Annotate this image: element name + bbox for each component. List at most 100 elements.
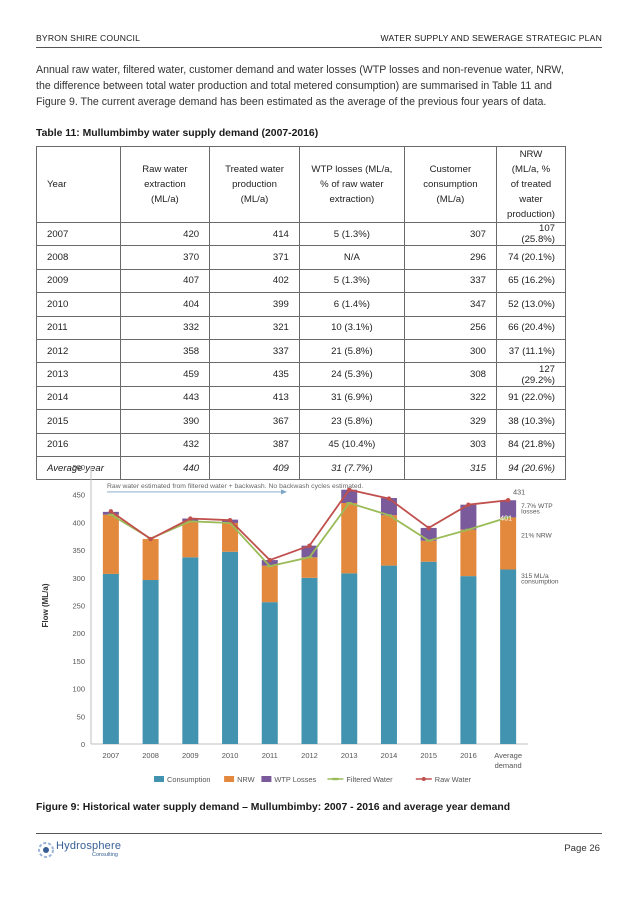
point-raw-water	[148, 536, 153, 542]
point-raw-water	[347, 487, 352, 492]
y-tick-label: 150	[72, 657, 85, 666]
cell: 413	[209, 385, 300, 411]
y-tick-label: 300	[72, 574, 85, 583]
cell: 2008	[36, 245, 121, 270]
y-tick-label: 250	[72, 602, 85, 611]
cell: 371	[209, 245, 300, 270]
col-year: Year	[36, 146, 121, 223]
bar-wtp-losses	[460, 504, 477, 530]
cell: 91 (22.0%)	[496, 385, 566, 411]
table-row: 2012 358 337 21 (5.8%) 300 37 (11.1%)	[36, 338, 566, 364]
logo-wordmark: Hydrosphere	[56, 840, 122, 852]
cell: 402	[209, 268, 300, 294]
hydrosphere-logo-icon	[38, 842, 54, 858]
table-row: 2014 443 413 31 (6.9%) 322 91 (22.0%)	[36, 385, 566, 411]
col-wtp-losses: WTP losses (ML/a, % of raw water extract…	[298, 146, 405, 223]
demand-table: Year Raw water extraction (ML/a) Treated…	[36, 146, 566, 481]
cell: N/A	[298, 245, 405, 270]
cell: 337	[209, 338, 300, 364]
bar-consumption	[301, 577, 318, 744]
figure-caption: Figure 9: Historical water supply demand…	[36, 802, 511, 813]
bar-nrw	[380, 515, 397, 566]
cell: 5 (1.3%)	[298, 221, 405, 247]
cell: 2007	[36, 221, 121, 247]
cell: 337	[403, 268, 498, 294]
cell: 2015	[36, 409, 121, 434]
cell: 2009	[36, 268, 121, 294]
cell: 358	[119, 338, 211, 364]
point-raw-water	[307, 543, 312, 548]
cell: 21 (5.8%)	[298, 338, 405, 364]
point-raw-water	[227, 517, 233, 523]
cell: 45 (10.4%)	[298, 432, 405, 457]
cell: 127 (29.2%)	[496, 362, 566, 387]
cell: 2011	[36, 315, 121, 340]
cell: 107 (25.8%)	[496, 221, 566, 247]
y-axis-title: Flow (ML/a)	[41, 583, 50, 627]
cell: 31 (6.9%)	[298, 385, 405, 411]
bar-consumption	[460, 576, 477, 744]
cell: 24 (5.3%)	[298, 362, 405, 387]
annotation-raw-total: 431	[513, 488, 525, 497]
x-tick-label: Average	[494, 751, 522, 760]
bar-consumption	[380, 565, 397, 744]
bar-nrw	[301, 557, 318, 578]
point-raw-water	[466, 502, 471, 507]
cell: 414	[209, 221, 300, 247]
table-row: 2007 420 414 5 (1.3%) 307 107 (25.8%)	[36, 221, 566, 247]
annotation-consumption: consumption	[521, 578, 559, 585]
col-customer-consumption: Customer consumption (ML/a)	[403, 146, 498, 223]
page-number: Page 26	[564, 843, 600, 854]
point-raw-water	[505, 498, 511, 503]
annotation-nrw: 21% NRW	[521, 532, 552, 539]
table-row: 2013 459 435 24 (5.3%) 308 127 (29.2%)	[36, 362, 566, 387]
table-row: 2010 404 399 6 (1.4%) 347 52 (13.0%)	[36, 292, 566, 317]
cell: 2012	[36, 338, 121, 364]
cell: 2013	[36, 362, 121, 387]
cell: 300	[403, 338, 498, 364]
bar-wtp-losses	[261, 560, 278, 566]
table-row: 2009 407 402 5 (1.3%) 337 65 (16.2%)	[36, 268, 566, 294]
annotation-consumption: 315 ML/a	[521, 573, 549, 580]
cell: 322	[403, 385, 498, 411]
cell: 307	[403, 221, 498, 247]
bar-nrw	[222, 522, 239, 552]
x-tick-label: 2012	[301, 751, 318, 760]
annotation-wtp: losses	[521, 509, 540, 516]
cell: 38 (10.3%)	[496, 409, 566, 434]
table-header-row: Year Raw water extraction (ML/a) Treated…	[36, 146, 566, 223]
bar-wtp-losses	[341, 489, 358, 504]
y-tick-label: 400	[72, 518, 85, 527]
cell: 84 (21.8%)	[496, 432, 566, 457]
table-caption: Table 11: Mullumbimby water supply deman…	[36, 128, 319, 139]
point-raw-water	[188, 516, 193, 521]
legend-swatch-wtp-losses	[261, 776, 272, 782]
cell: 404	[119, 292, 211, 317]
table-row: 2016 432 387 45 (10.4%) 303 84 (21.8%)	[36, 432, 566, 457]
cell: 387	[209, 432, 300, 457]
bar-consumption	[142, 580, 159, 744]
legend-swatch-nrw	[224, 776, 235, 782]
y-tick-label: 200	[72, 629, 85, 638]
cell: 10 (3.1%)	[298, 315, 405, 340]
x-tick-label: 2016	[460, 751, 477, 760]
x-tick-label: 2015	[420, 751, 437, 760]
cell: 31 (7.7%)	[298, 455, 405, 481]
cell: 399	[209, 292, 300, 317]
annotation-filtered-total: 401	[500, 513, 512, 522]
x-tick-label: 2007	[103, 751, 120, 760]
legend-label-consumption: Consumption	[167, 775, 211, 784]
cell: 256	[403, 315, 498, 340]
logo-subtitle: Consulting	[92, 852, 118, 858]
x-tick-label: 2010	[222, 751, 239, 760]
cell: 407	[119, 268, 211, 294]
demand-chart: 0 50 100 150 200 250 300 350 400 450 500 Flow (ML/a…	[36, 452, 566, 794]
legend-label-raw-water: Raw Water	[435, 775, 472, 784]
point-raw-water	[426, 525, 431, 531]
point-raw-water	[267, 557, 272, 563]
bar-nrw	[102, 514, 119, 574]
bar-nrw	[142, 539, 159, 581]
y-tick-label: 500	[72, 463, 85, 472]
cell: 66 (20.4%)	[496, 315, 566, 340]
cell: 52 (13.0%)	[496, 292, 566, 317]
